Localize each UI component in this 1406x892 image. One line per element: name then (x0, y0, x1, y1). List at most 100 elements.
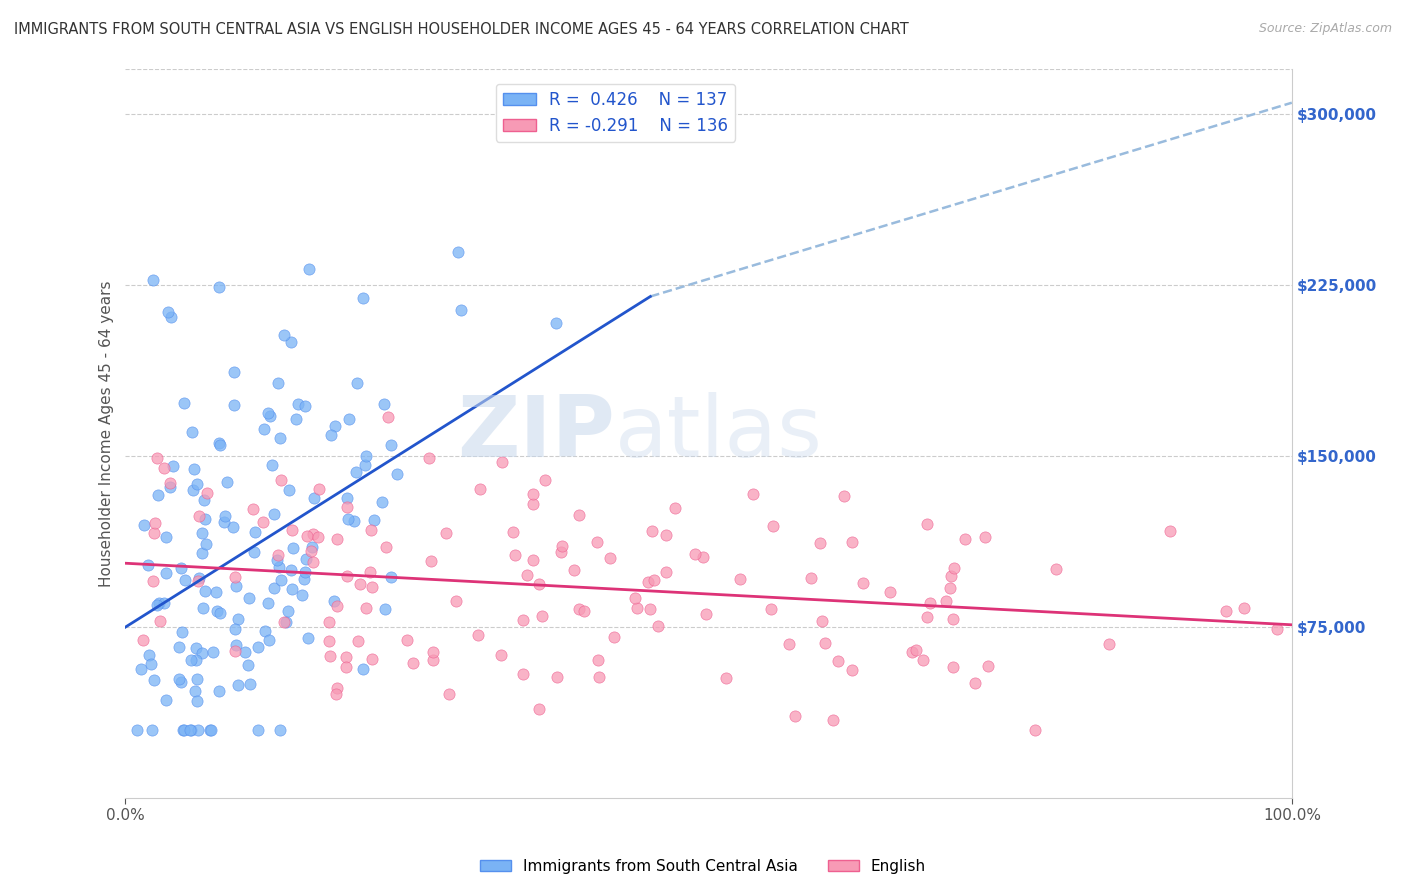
Point (308, 530, 330, 544)
Point (202, 645, 225, 659)
Point (359, 565, 381, 579)
Point (444, 594, 467, 608)
Point (489, 648, 512, 662)
Point (222, 398, 245, 412)
Point (531, 609, 554, 624)
Point (349, 577, 371, 591)
Point (467, 628, 489, 642)
Point (191, 600, 214, 615)
Point (214, 509, 236, 524)
Point (183, 462, 205, 476)
Point (640, 524, 662, 538)
Point (159, 480, 181, 494)
Point (308, 482, 330, 496)
Point (301, 527, 323, 541)
Point (157, 304, 180, 318)
Point (208, 683, 231, 698)
Point (208, 438, 231, 452)
Point (146, 599, 169, 613)
Point (638, 602, 661, 616)
Point (184, 640, 207, 655)
Point (546, 670, 568, 684)
Point (194, 584, 217, 599)
Point (187, 571, 209, 585)
Point (939, 581, 962, 595)
Point (302, 555, 325, 569)
Point (191, 546, 214, 560)
Point (263, 507, 285, 521)
Point (814, 636, 837, 650)
Point (1024, 723, 1046, 738)
Point (173, 395, 195, 409)
Point (260, 458, 283, 473)
Point (217, 475, 239, 489)
Point (742, 487, 765, 501)
Point (224, 644, 246, 658)
Point (174, 573, 197, 587)
Point (326, 532, 349, 546)
Point (941, 569, 963, 583)
Text: Source: ZipAtlas.com: Source: ZipAtlas.com (1258, 22, 1392, 36)
Point (380, 570, 402, 584)
Point (129, 663, 152, 677)
Point (291, 588, 314, 602)
Point (354, 458, 377, 472)
Point (148, 596, 170, 610)
Point (337, 411, 360, 425)
Point (360, 523, 382, 537)
Point (1215, 604, 1237, 618)
Point (1233, 600, 1256, 615)
Point (527, 576, 550, 591)
Text: ZIP: ZIP (457, 392, 616, 475)
Point (567, 601, 589, 615)
Point (295, 551, 318, 566)
Point (325, 419, 347, 434)
Point (170, 560, 193, 574)
Point (654, 565, 676, 579)
Point (450, 303, 472, 318)
Point (187, 723, 209, 737)
Point (326, 681, 349, 695)
Point (418, 450, 440, 465)
Text: IMMIGRANTS FROM SOUTH CENTRAL ASIA VS ENGLISH HOUSEHOLDER INCOME AGES 45 - 64 YE: IMMIGRANTS FROM SOUTH CENTRAL ASIA VS EN… (14, 22, 908, 37)
Point (143, 673, 166, 688)
Text: atlas: atlas (616, 392, 824, 475)
Point (294, 399, 316, 413)
Point (138, 648, 160, 663)
Point (239, 677, 262, 691)
Point (402, 656, 425, 670)
Point (299, 544, 322, 558)
Point (302, 491, 325, 505)
Point (141, 723, 163, 737)
Point (209, 607, 232, 621)
Point (516, 568, 538, 582)
Point (762, 518, 785, 533)
Point (256, 596, 278, 610)
Point (325, 599, 347, 614)
Point (318, 649, 340, 664)
Point (224, 622, 246, 636)
Point (522, 497, 544, 511)
Point (186, 653, 208, 667)
Point (935, 594, 957, 608)
Point (588, 670, 610, 684)
Point (343, 514, 366, 528)
Point (235, 644, 257, 658)
Point (266, 548, 288, 562)
Point (920, 596, 942, 610)
Point (434, 525, 457, 540)
Point (160, 310, 183, 324)
Point (155, 693, 177, 707)
Point (568, 508, 591, 522)
Point (204, 585, 226, 599)
Point (181, 483, 204, 498)
Point (254, 624, 277, 638)
Point (297, 631, 319, 645)
Point (253, 422, 276, 436)
Point (274, 615, 297, 630)
Point (238, 591, 260, 605)
Point (245, 524, 267, 539)
Point (155, 530, 177, 544)
Point (143, 525, 166, 540)
Point (267, 376, 290, 390)
